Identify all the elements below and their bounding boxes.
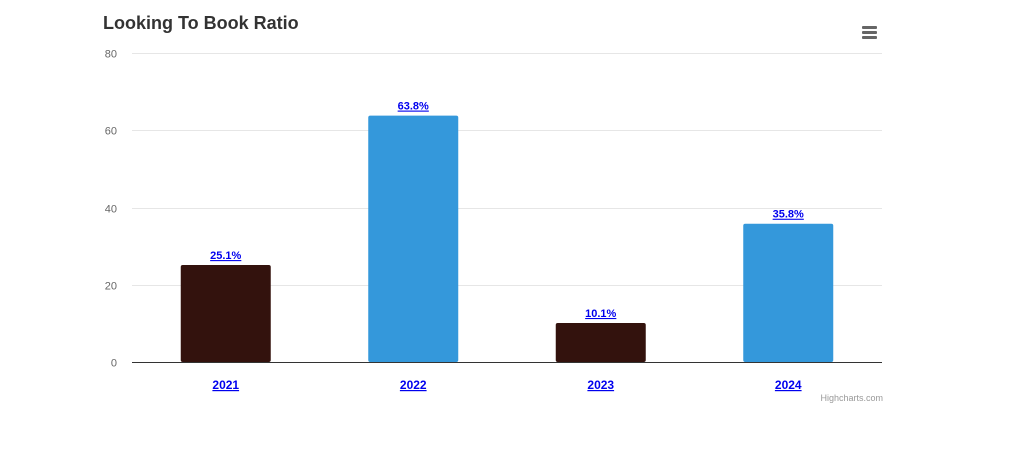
x-tick-label[interactable]: 2023 [587, 378, 614, 392]
data-label[interactable]: 63.8% [398, 101, 429, 113]
bar-2021[interactable] [180, 265, 271, 362]
y-tick-label: 80 [105, 49, 117, 61]
x-tick-label[interactable]: 2024 [775, 378, 802, 392]
data-label[interactable]: 35.8% [773, 209, 804, 221]
y-tick-label: 0 [111, 358, 117, 370]
y-tick-label: 60 [105, 126, 117, 138]
y-tick-label: 20 [105, 281, 117, 293]
y-axis: 0 20 40 60 80 [105, 49, 117, 370]
bar-2022[interactable] [368, 115, 459, 362]
x-tick-label[interactable]: 2022 [400, 378, 427, 392]
bar-2024[interactable] [743, 223, 834, 362]
chart-context-menu-button[interactable] [856, 20, 882, 44]
x-axis: 2021 2022 2023 2024 [132, 362, 882, 392]
bars [180, 115, 834, 362]
bar-2023[interactable] [555, 322, 646, 362]
grid-lines [132, 53, 882, 286]
data-label[interactable]: 25.1% [210, 250, 241, 262]
credits-link[interactable]: Highcharts.com [820, 393, 883, 403]
data-labels: 25.1% 63.8% 10.1% 35.8% [210, 101, 804, 320]
data-label[interactable]: 10.1% [585, 308, 616, 320]
y-tick-label: 40 [105, 204, 117, 216]
chart-title: Looking To Book Ratio [103, 13, 299, 33]
x-tick-label[interactable]: 2021 [212, 378, 239, 392]
